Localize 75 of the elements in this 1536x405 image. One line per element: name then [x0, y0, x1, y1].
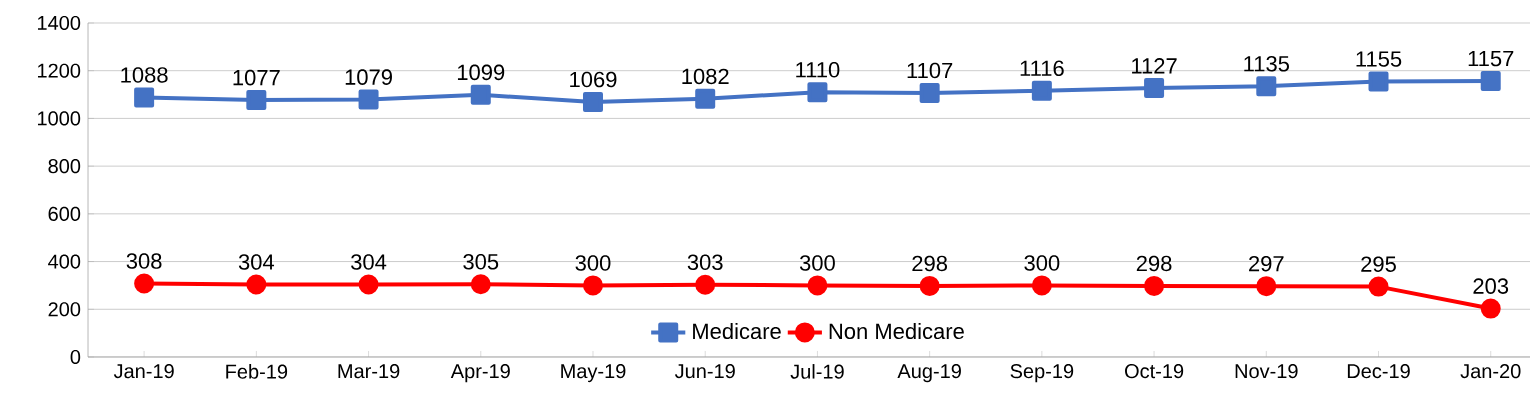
data-label: 300 — [799, 255, 835, 271]
point — [470, 274, 491, 295]
point — [807, 82, 828, 103]
data-label: 308 — [126, 253, 162, 269]
data-label: 304 — [351, 254, 387, 270]
y-tick-label: 0 — [70, 349, 81, 365]
data-label: 1116 — [1020, 60, 1064, 77]
x-tick-label: Dec-19 — [1347, 364, 1410, 379]
data-label: 203 — [1473, 278, 1509, 294]
legend-label: Non Medicare — [829, 322, 964, 340]
point — [358, 274, 379, 295]
y-tick-label: 200 — [48, 302, 81, 317]
data-label: 1107 — [907, 62, 953, 79]
point — [470, 84, 491, 105]
data-label: 298 — [912, 255, 948, 272]
data-label: 303 — [687, 254, 723, 271]
point — [582, 275, 603, 296]
x-tick-label: Aug-19 — [897, 364, 961, 383]
point — [1256, 276, 1277, 297]
point — [695, 274, 716, 295]
data-label: 1157 — [1468, 50, 1514, 67]
point — [1031, 80, 1052, 101]
x-tick-label: Feb-19 — [226, 364, 288, 379]
data-label: 1088 — [121, 67, 168, 83]
point — [807, 275, 828, 296]
point — [1368, 71, 1389, 92]
data-label: 1082 — [682, 68, 729, 85]
data-label: 298 — [1136, 255, 1172, 272]
point — [1256, 76, 1277, 97]
x-tick-label: Apr-19 — [450, 364, 510, 383]
point — [582, 91, 603, 112]
data-label: 1069 — [570, 71, 617, 88]
point — [246, 274, 267, 295]
point — [134, 273, 155, 294]
point — [1144, 275, 1165, 296]
y-tick-label: 1000 — [38, 111, 81, 126]
point — [358, 89, 379, 110]
data-label: 1127 — [1132, 58, 1177, 74]
point — [134, 87, 155, 108]
point — [246, 90, 267, 111]
data-label: 295 — [1361, 256, 1396, 272]
data-label: 1135 — [1244, 55, 1289, 72]
x-tick-label: May-19 — [561, 364, 626, 383]
point — [1368, 276, 1389, 297]
data-label: 1079 — [345, 69, 392, 85]
data-label: 1077 — [233, 69, 280, 86]
point — [919, 82, 940, 103]
point — [1031, 275, 1052, 296]
x-tick-label: Sep-19 — [1010, 364, 1074, 383]
point — [1480, 70, 1501, 91]
y-tick-label: 1200 — [38, 63, 81, 78]
point — [695, 88, 716, 109]
y-tick-label: 1400 — [38, 15, 81, 31]
y-tick-label: 600 — [48, 206, 81, 221]
data-label: 300 — [575, 255, 611, 271]
legend-label: Medicare — [693, 322, 781, 340]
x-tick-label: Oct-19 — [1125, 364, 1184, 379]
x-tick-label: Jun-19 — [674, 364, 735, 379]
data-label: 297 — [1249, 255, 1284, 272]
data-label: 1099 — [457, 64, 505, 81]
data-label: 305 — [463, 254, 499, 270]
x-tick-label: Jan-20 — [1460, 364, 1521, 379]
point — [1144, 78, 1165, 99]
point — [919, 275, 940, 296]
point — [1480, 298, 1501, 319]
data-label: 1110 — [796, 61, 840, 78]
y-tick-label: 800 — [48, 159, 81, 174]
x-tick-label: Mar-19 — [338, 364, 400, 379]
data-label: 1155 — [1356, 51, 1402, 67]
y-tick-label: 400 — [48, 254, 81, 269]
x-tick-label: Jul-19 — [790, 364, 844, 379]
x-tick-label: Nov-19 — [1235, 364, 1298, 379]
data-label: 300 — [1024, 255, 1060, 271]
x-tick-label: Jan-19 — [113, 364, 174, 379]
data-label: 304 — [238, 254, 275, 270]
